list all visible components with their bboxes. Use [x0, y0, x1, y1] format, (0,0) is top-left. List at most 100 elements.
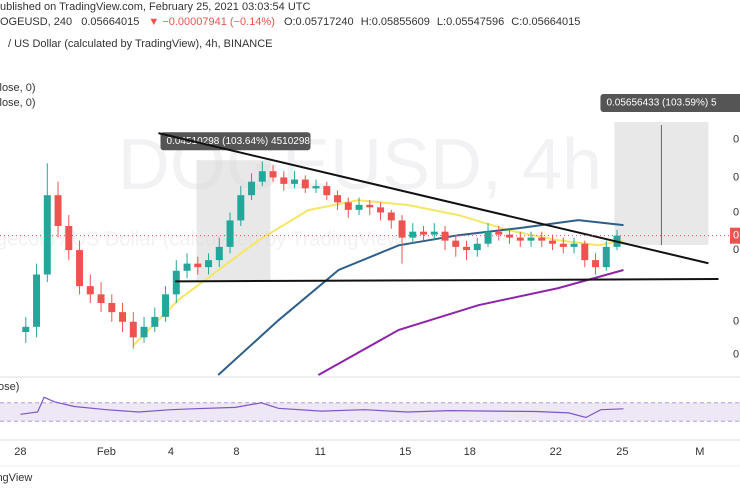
moving-average [132, 199, 624, 346]
candle-body [527, 237, 535, 241]
candle-body [506, 234, 514, 238]
last-price-bg [730, 227, 740, 244]
candle-body [312, 186, 320, 189]
open: O:0.05717240 [284, 16, 354, 28]
candle-body [516, 237, 524, 241]
plot: 0.120.10.080.0650.0520.0340.02828Feb4811… [0, 94, 740, 458]
candle-body [570, 243, 578, 247]
candle-body [205, 260, 213, 268]
candle-body [194, 263, 202, 268]
candle-body [581, 243, 589, 261]
candle-body [549, 240, 557, 244]
candle-body [108, 303, 116, 313]
candle-body [65, 225, 73, 251]
candle-body [140, 326, 148, 338]
x-tick-label: 25 [616, 446, 628, 458]
indicator-label: close, 0) [0, 82, 36, 94]
candle-body [495, 231, 503, 235]
candle-body [538, 237, 546, 241]
moving-average [317, 269, 624, 376]
candle-body [43, 195, 51, 275]
rsi-band [0, 402, 740, 422]
rsi-label: ose) [0, 381, 19, 393]
candle-body [463, 246, 471, 251]
x-tick-label: 4 [168, 446, 174, 458]
candle-body [334, 195, 342, 203]
last: 0.05664015 [81, 16, 139, 28]
candle-body [301, 179, 309, 189]
published: ublished on TradingView.com, February 25… [0, 1, 310, 13]
candle-body [119, 312, 127, 322]
y-tick-label: 0.034 [733, 316, 740, 328]
trend-line [175, 278, 719, 283]
candle-body [226, 220, 234, 247]
x-tick-label: 28 [14, 446, 26, 458]
high: H:0.05855609 [361, 16, 430, 28]
candle-body [151, 316, 159, 327]
candle-body [355, 204, 363, 210]
ticker-line: OGEUSD, 240 0.05664015 ▼ −0.00007941 (−0… [0, 16, 580, 28]
candle-body [237, 195, 245, 221]
candle-body [366, 204, 374, 208]
candle-body [172, 270, 180, 295]
candle-body [86, 286, 94, 295]
candle-body [344, 202, 352, 210]
y-tick-label: 0.028 [733, 348, 740, 360]
x-tick-label: 18 [464, 446, 476, 458]
candle-body [409, 231, 417, 238]
last-price-label: 0.05664 [733, 230, 740, 242]
y-tick-label: 0.052 [733, 244, 740, 256]
candle-body [76, 250, 84, 287]
measure-label-bg [600, 94, 740, 113]
candle-body [602, 246, 610, 268]
candle-body [441, 231, 449, 241]
candle-body [183, 263, 191, 271]
rsi-line [20, 396, 624, 419]
candle-body [387, 212, 395, 221]
x-tick-label: Feb [97, 446, 116, 458]
trend-line [158, 132, 709, 265]
candle-body [97, 294, 105, 304]
candle-body [129, 321, 137, 338]
candle-body [398, 220, 406, 238]
candle-body [248, 181, 256, 196]
moving-average [217, 219, 624, 376]
candle-body [430, 231, 438, 235]
x-tick-label: 15 [399, 446, 411, 458]
candle-body [258, 171, 266, 182]
candle-body [420, 231, 428, 235]
description: / US Dollar (calculated by TradingView),… [8, 38, 273, 50]
candle-body [592, 260, 600, 268]
candle-body [162, 294, 170, 317]
x-tick-label: 22 [550, 446, 562, 458]
candle-body [473, 243, 481, 251]
candle-body [484, 231, 492, 244]
symbol: OGEUSD, 240 [0, 16, 72, 28]
candle-body [22, 326, 30, 332]
indicator-label: close, 0) [0, 97, 36, 109]
measure-label: 0.04510298 (103.64%) 4510298 [167, 136, 311, 147]
candle-body [269, 171, 277, 178]
close: C:0.05664015 [511, 16, 580, 28]
x-tick-label: 11 [315, 446, 326, 458]
change: ▼ −0.00007941 (−0.14%) [148, 16, 274, 28]
y-tick-label: 0.1 [733, 134, 740, 146]
measure-label: 0.05656433 (103.59%) 5 [606, 98, 717, 109]
candle-body [54, 195, 62, 226]
candle-body [280, 177, 288, 184]
candle-body [377, 207, 385, 213]
candle-body [452, 240, 460, 247]
candle-body [33, 274, 41, 327]
measure-label-bg [160, 132, 311, 151]
candle-body [323, 186, 331, 196]
low: L:0.05547596 [437, 16, 504, 28]
y-tick-label: 0.08 [733, 171, 740, 183]
footer: ingView [0, 472, 32, 484]
y-tick-label: 0.065 [733, 206, 740, 218]
x-tick-label: M [695, 446, 704, 458]
candle-body [559, 243, 567, 247]
candle-body [291, 179, 299, 184]
candle-body [215, 246, 223, 261]
